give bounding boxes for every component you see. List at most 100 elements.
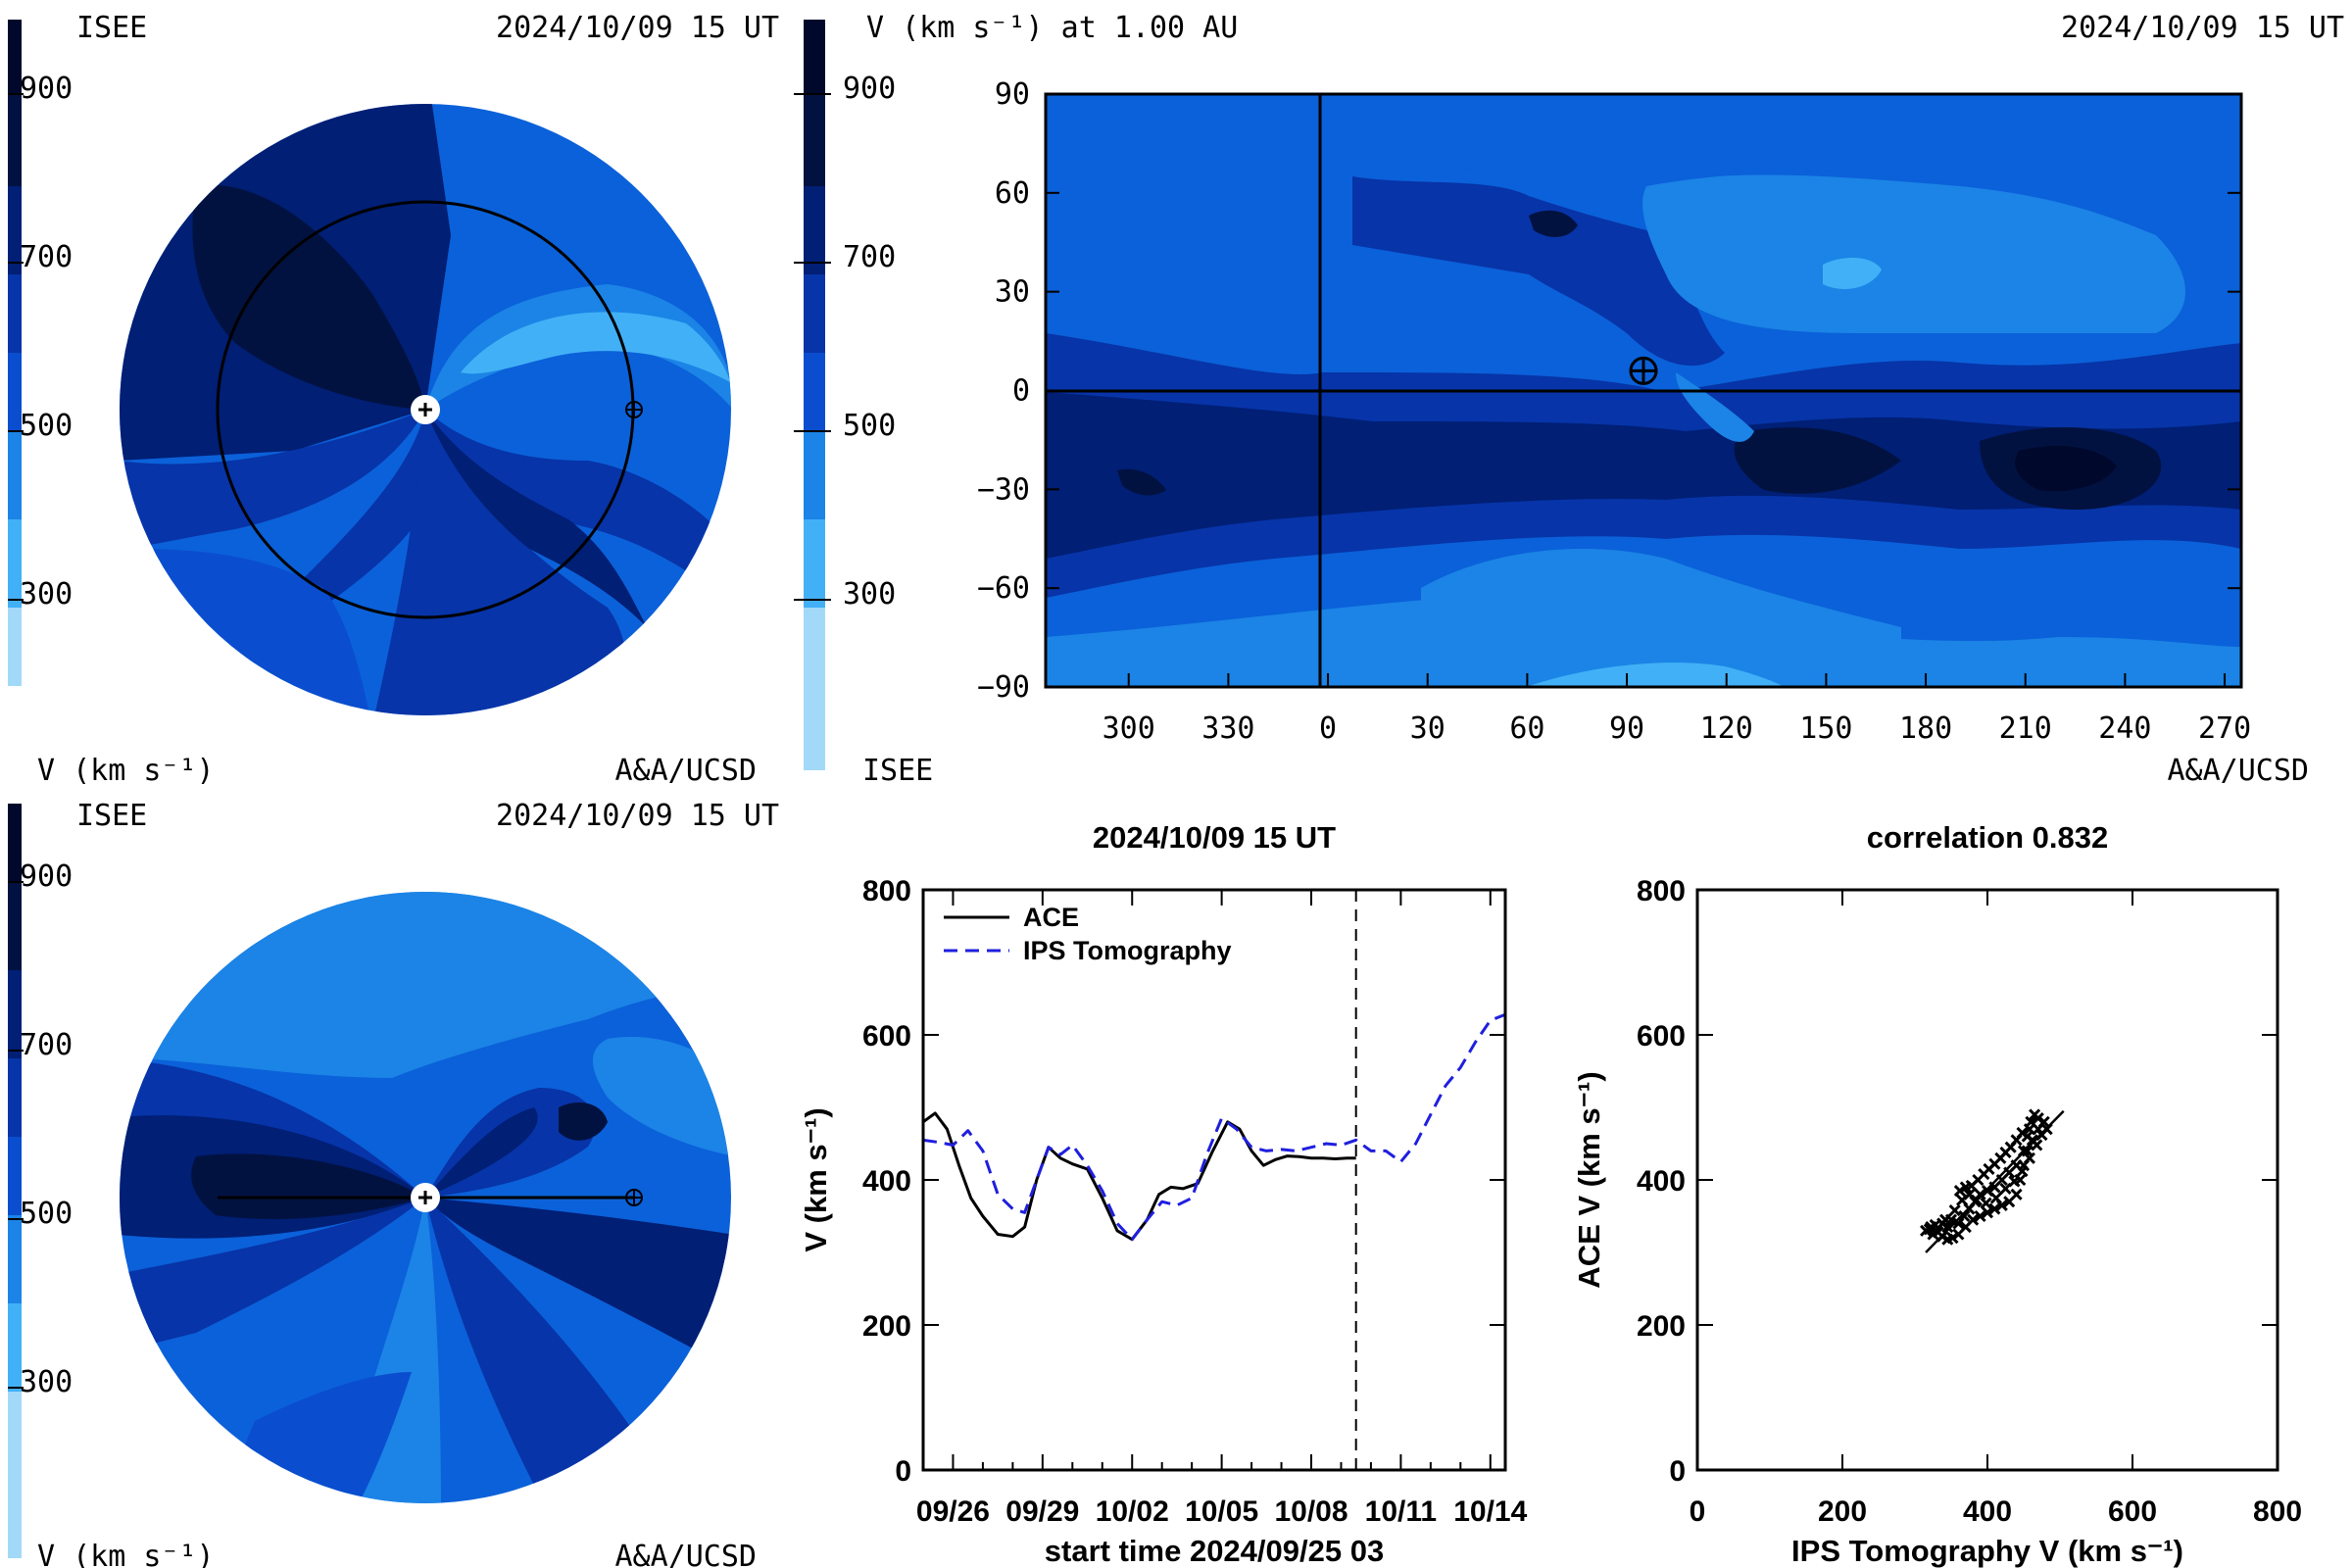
scatter-point	[1988, 1202, 2001, 1215]
scatter-point	[2031, 1139, 2043, 1152]
scatter-point	[1980, 1197, 1992, 1209]
scatter-point	[1989, 1192, 2002, 1204]
scatter-point	[2040, 1123, 2053, 1136]
y-tick-label: 0	[1669, 1455, 1686, 1488]
synoptic-title: V (km s⁻¹) at 1.00 AU	[866, 11, 1238, 45]
x-tick-label: 10/14	[1453, 1495, 1527, 1528]
x-tick-label: 10/05	[1185, 1495, 1258, 1528]
scatter-point	[1981, 1206, 1994, 1219]
y-tick-label: 600	[862, 1020, 911, 1053]
timeseries-title: 2024/10/09 15 UT	[1093, 820, 1336, 855]
timeseries-axes: 0 200 400 600 800 09/26 09/29 10/02 10/05 10/08 10…	[862, 875, 1528, 1528]
colorbar-label: V (km s⁻¹)	[37, 1540, 215, 1568]
scatter-point	[1970, 1194, 1983, 1206]
colorbar-tick-900: 900	[20, 72, 73, 106]
y-tick-label: 400	[862, 1165, 911, 1198]
x-tick-label: 210	[1999, 711, 2052, 746]
scatter-point	[2023, 1123, 2035, 1136]
y-tick-label: 90	[995, 77, 1030, 112]
y-tick-label: −90	[977, 670, 1030, 705]
scatter-point	[1958, 1209, 1971, 1223]
timeseries-xlabel: start time 2024/09/25 03	[1045, 1534, 1384, 1568]
source-label: ISEE	[76, 799, 147, 833]
earth-icon	[1629, 356, 1658, 385]
x-tick-label: 90	[1609, 711, 1644, 746]
colorbar-synoptic: 900 700 500 300	[794, 20, 896, 770]
scatter-point	[2016, 1165, 2029, 1178]
colorbar-tick-500: 500	[20, 1197, 73, 1231]
scatter-frame	[1695, 888, 2279, 1472]
y-tick-label: 400	[1637, 1165, 1686, 1198]
x-tick-label: 150	[1799, 711, 1852, 746]
x-tick-label: 09/29	[1005, 1495, 1079, 1528]
x-tick-label: 120	[1700, 711, 1753, 746]
scatter-point	[2032, 1123, 2044, 1136]
scatter-axes: 0 200 400 600 800 0 200 400 600 800	[1637, 875, 2302, 1528]
meridional-panel: 900 700 500 300 ISEE 2024/10/09 15 UT V …	[8, 799, 779, 1568]
x-tick-label: 180	[1899, 711, 1952, 746]
timeseries-ylabel: V (km s⁻¹)	[799, 1107, 833, 1251]
credit-label: A&A/UCSD	[2168, 754, 2310, 788]
y-tick-label: 0	[1012, 374, 1030, 409]
scatter-point	[2032, 1112, 2044, 1125]
colorbar-tick-300: 300	[20, 577, 73, 612]
scatter-point	[2023, 1152, 2035, 1164]
colorbar-tick-700: 700	[20, 240, 73, 274]
x-tick-label: 10/11	[1365, 1495, 1437, 1528]
y-tick-label: 600	[1637, 1020, 1686, 1053]
timestamp: 2024/10/09 15 UT	[496, 11, 779, 45]
x-tick-label: 270	[2198, 711, 2251, 746]
scatter-point	[1948, 1204, 1961, 1217]
scatter-panel: correlation 0.832 IPS Tomography V (km s…	[1572, 820, 2302, 1568]
x-tick-label: 800	[2253, 1495, 2302, 1528]
ips-series-line	[923, 1012, 1505, 1242]
x-tick-label: 240	[2098, 711, 2151, 746]
earth-icon	[625, 1189, 643, 1206]
scatter-point	[2003, 1196, 2016, 1208]
colorbar-tick-700: 700	[20, 1028, 73, 1062]
x-tick-label: 10/02	[1096, 1495, 1169, 1528]
colorbar-label: V (km s⁻¹)	[37, 754, 215, 788]
x-tick-label: 330	[1201, 711, 1254, 746]
source-label: ISEE	[76, 11, 147, 45]
x-tick-label: 400	[1963, 1495, 2012, 1528]
sun-icon	[411, 1183, 440, 1212]
colorbar-tick-900: 900	[20, 859, 73, 894]
x-tick-label: 10/08	[1274, 1495, 1348, 1528]
scatter-point	[1939, 1213, 1952, 1226]
y-tick-label: 200	[862, 1310, 911, 1343]
scatter-point	[1974, 1188, 1986, 1200]
scatter-title: correlation 0.832	[1867, 820, 2108, 855]
x-tick-label: 0	[1690, 1495, 1706, 1528]
earth-icon	[625, 401, 643, 418]
colorbar-tick-300: 300	[843, 577, 896, 612]
credit-label: A&A/UCSD	[615, 1540, 758, 1568]
scatter-point	[1929, 1218, 1941, 1231]
scatter-xlabel: IPS Tomography V (km s⁻¹)	[1791, 1534, 2183, 1568]
x-tick-label: 600	[2108, 1495, 2157, 1528]
colorbar-tick-700: 700	[843, 240, 896, 274]
synoptic-axes: 300 330 0 30 60 90 120 150 180 210 240 2709060300−3…	[977, 77, 2251, 746]
sun-icon	[411, 395, 440, 424]
y-tick-label: −60	[977, 571, 1030, 606]
y-tick-label: 30	[995, 275, 1030, 310]
y-tick-label: 200	[1637, 1310, 1686, 1343]
colorbar-meridional: 900 700 500 300	[8, 804, 73, 1558]
colorbar-ecliptic: 900 700 500 300	[8, 20, 73, 686]
colorbar-tick-500: 500	[20, 409, 73, 443]
x-tick-label: 200	[1818, 1495, 1867, 1528]
x-tick-label: 60	[1509, 711, 1544, 746]
y-tick-label: 800	[1637, 875, 1686, 907]
ecliptic-panel: 900 700 500 300 ISEE 2024/10/09 15 UT V …	[8, 11, 779, 788]
scatter-ylabel: ACE V (km s⁻¹)	[1572, 1071, 1606, 1288]
y-tick-label: −30	[977, 472, 1030, 507]
timeseries-series	[923, 890, 1505, 1470]
colorbar-tick-500: 500	[843, 409, 896, 443]
timeseries-panel: 2024/10/09 15 UT start time 2024/09/25 0…	[799, 820, 1528, 1568]
scatter-point	[1959, 1181, 1972, 1194]
legend: ACE IPS Tomography	[944, 903, 1232, 965]
colorbar-tick-900: 900	[843, 72, 896, 106]
synoptic-panel: 900 700 500 300 V (km s⁻¹) at 1.00 AU 20…	[794, 11, 2344, 788]
x-tick-label: 300	[1102, 711, 1155, 746]
